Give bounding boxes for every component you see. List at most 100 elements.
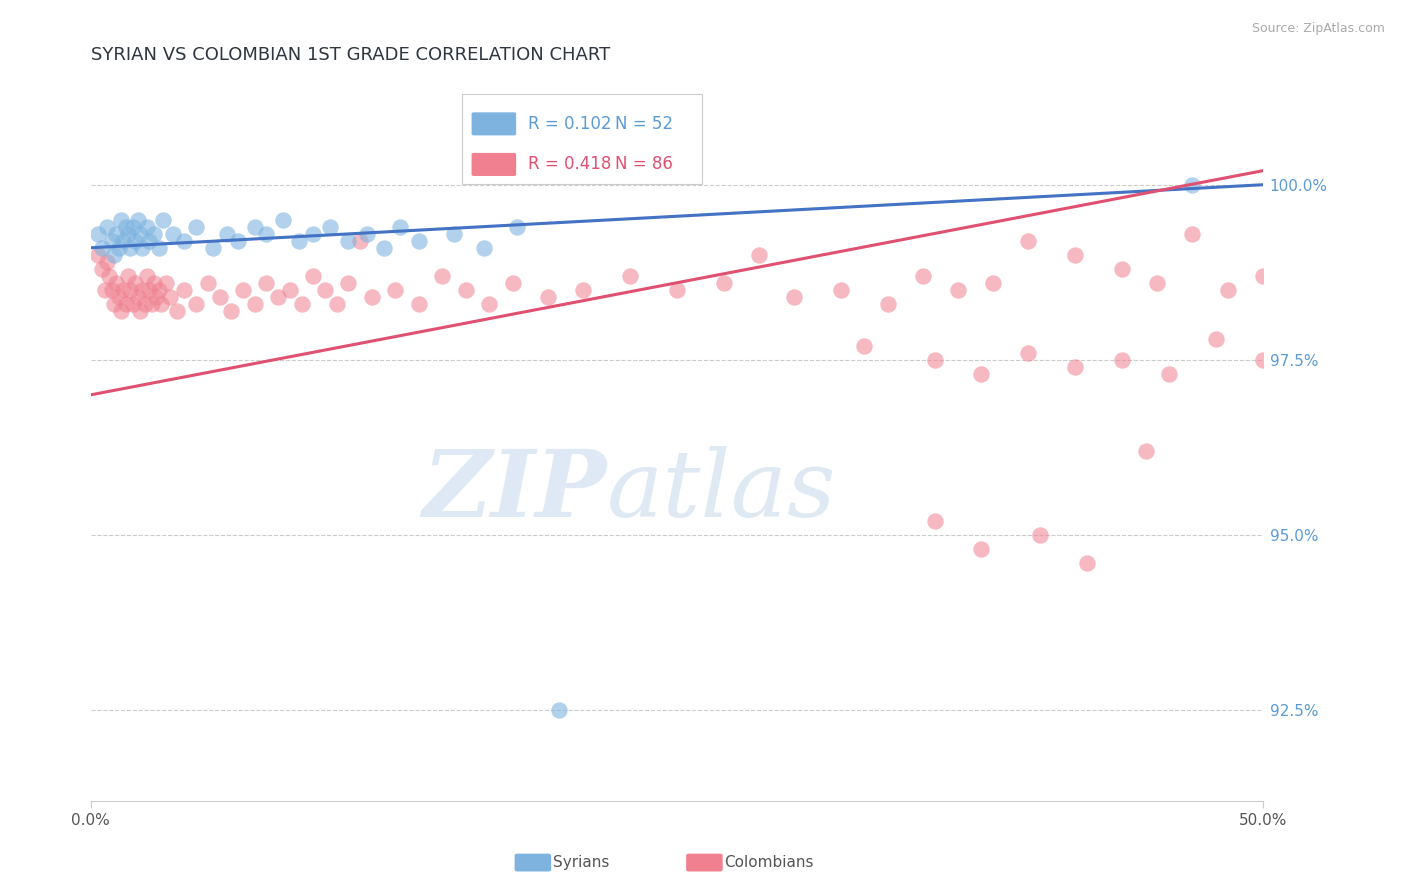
Point bbox=[91, 261, 114, 276]
Point bbox=[853, 339, 876, 353]
Point bbox=[128, 303, 150, 318]
Point bbox=[134, 297, 156, 311]
Point bbox=[478, 297, 501, 311]
Point bbox=[548, 703, 571, 717]
Point bbox=[256, 227, 278, 241]
Point bbox=[120, 241, 142, 255]
Point bbox=[408, 297, 430, 311]
Point bbox=[314, 283, 336, 297]
Point bbox=[159, 290, 181, 304]
Point bbox=[619, 268, 641, 283]
Point bbox=[148, 283, 170, 297]
Point bbox=[142, 227, 165, 241]
Point bbox=[107, 241, 129, 255]
Point bbox=[243, 219, 266, 234]
Point bbox=[389, 219, 412, 234]
Text: ZIP: ZIP bbox=[422, 446, 606, 536]
Point bbox=[349, 234, 371, 248]
Point bbox=[142, 276, 165, 290]
Point bbox=[288, 234, 311, 248]
Point bbox=[91, 241, 114, 255]
Point bbox=[114, 219, 136, 234]
Point bbox=[127, 290, 149, 304]
Point bbox=[184, 219, 207, 234]
Point bbox=[166, 303, 188, 318]
Point bbox=[226, 234, 249, 248]
Text: R = 0.102: R = 0.102 bbox=[527, 115, 612, 133]
Point bbox=[155, 276, 177, 290]
Point bbox=[783, 290, 806, 304]
Point bbox=[970, 541, 993, 556]
Point bbox=[1029, 528, 1052, 542]
Point bbox=[96, 254, 118, 268]
Point bbox=[148, 241, 170, 255]
Point bbox=[537, 290, 560, 304]
FancyBboxPatch shape bbox=[463, 94, 703, 185]
Point bbox=[474, 241, 496, 255]
Point bbox=[107, 290, 129, 304]
Point bbox=[970, 367, 993, 381]
Point bbox=[145, 290, 167, 304]
Point bbox=[1181, 227, 1204, 241]
Point bbox=[267, 290, 290, 304]
Point bbox=[152, 212, 174, 227]
Point bbox=[103, 297, 125, 311]
Point bbox=[100, 234, 122, 248]
Point bbox=[98, 268, 121, 283]
Point bbox=[911, 268, 934, 283]
Point bbox=[1111, 261, 1133, 276]
Text: Syrians: Syrians bbox=[553, 855, 609, 870]
Point bbox=[219, 303, 242, 318]
Point bbox=[131, 241, 153, 255]
Text: SYRIAN VS COLOMBIAN 1ST GRADE CORRELATION CHART: SYRIAN VS COLOMBIAN 1ST GRADE CORRELATIO… bbox=[90, 46, 610, 64]
Point bbox=[120, 283, 142, 297]
Point bbox=[337, 276, 360, 290]
Point bbox=[201, 241, 224, 255]
Point bbox=[1251, 352, 1274, 367]
Point bbox=[112, 283, 135, 297]
Point bbox=[876, 297, 898, 311]
Point bbox=[215, 227, 238, 241]
Point bbox=[271, 212, 294, 227]
Point bbox=[408, 234, 430, 248]
Point bbox=[96, 219, 118, 234]
Point bbox=[384, 283, 406, 297]
Text: Colombians: Colombians bbox=[724, 855, 814, 870]
Point bbox=[506, 219, 529, 234]
Point bbox=[1064, 359, 1087, 374]
Point bbox=[105, 276, 128, 290]
Point bbox=[1135, 444, 1157, 458]
Point bbox=[1017, 346, 1039, 360]
Point bbox=[1181, 178, 1204, 192]
Point bbox=[665, 283, 688, 297]
FancyBboxPatch shape bbox=[471, 112, 516, 136]
Point bbox=[124, 234, 146, 248]
Point bbox=[197, 276, 219, 290]
Point bbox=[138, 234, 160, 248]
Point bbox=[162, 227, 184, 241]
Point bbox=[149, 297, 172, 311]
Point bbox=[256, 276, 278, 290]
Point bbox=[319, 219, 342, 234]
Point bbox=[356, 227, 378, 241]
Point bbox=[502, 276, 524, 290]
Point bbox=[117, 227, 139, 241]
Point bbox=[93, 283, 115, 297]
Point bbox=[135, 268, 157, 283]
Point bbox=[173, 234, 195, 248]
Point bbox=[173, 283, 195, 297]
Point bbox=[361, 290, 384, 304]
Point bbox=[1017, 234, 1039, 248]
Point bbox=[946, 283, 969, 297]
Point bbox=[1146, 276, 1168, 290]
Point bbox=[141, 297, 163, 311]
Point bbox=[713, 276, 735, 290]
Point bbox=[208, 290, 231, 304]
Point bbox=[138, 283, 160, 297]
Point bbox=[1205, 332, 1227, 346]
Point bbox=[110, 212, 132, 227]
Point bbox=[232, 283, 254, 297]
Point bbox=[924, 352, 946, 367]
Point bbox=[373, 241, 395, 255]
Point bbox=[243, 297, 266, 311]
